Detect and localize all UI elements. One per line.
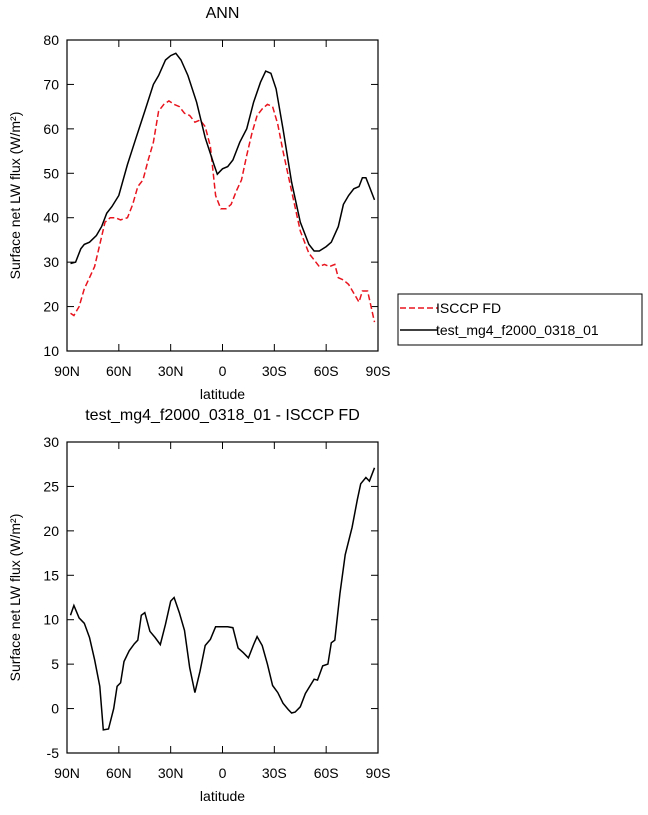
legend-label: ISCCP FD <box>436 300 501 316</box>
x-axis-label: latitude <box>200 386 245 402</box>
y-axis-label: Surface net LW flux (W/m²) <box>7 112 23 280</box>
x-tick-label: 30S <box>262 765 287 781</box>
y-axis-label: Surface net LW flux (W/m²) <box>7 514 23 682</box>
x-tick-label: 90N <box>54 765 80 781</box>
y-tick-label: 0 <box>51 701 59 717</box>
y-tick-label: 20 <box>43 299 59 315</box>
chart-title: ANN <box>206 5 240 22</box>
chart-title: test_mg4_f2000_0318_01 - ISCCP FD <box>85 407 360 424</box>
y-tick-label: 80 <box>43 32 59 48</box>
legend-box <box>397 293 643 346</box>
y-tick-label: 30 <box>43 254 59 270</box>
y-tick-label: 10 <box>43 612 59 628</box>
x-tick-label: 90S <box>366 765 391 781</box>
x-tick-label: 30N <box>158 363 184 379</box>
y-tick-label: 20 <box>43 523 59 539</box>
x-tick-label: 30N <box>158 765 184 781</box>
y-tick-label: 70 <box>43 76 59 92</box>
legend-label: test_mg4_f2000_0318_01 <box>436 322 599 338</box>
y-tick-label: -5 <box>47 745 60 761</box>
x-tick-label: 30S <box>262 363 287 379</box>
x-tick-label: 0 <box>219 363 227 379</box>
x-tick-label: 0 <box>219 765 227 781</box>
y-tick-label: 15 <box>43 567 59 583</box>
y-tick-label: 40 <box>43 210 59 226</box>
y-tick-label: 50 <box>43 165 59 181</box>
x-tick-label: 60S <box>314 363 339 379</box>
y-tick-label: 5 <box>51 656 59 672</box>
plot-frame <box>66 39 379 352</box>
x-tick-label: 90S <box>366 363 391 379</box>
x-tick-label: 90N <box>54 363 80 379</box>
data-line <box>70 99 376 323</box>
x-tick-label: 60N <box>106 765 132 781</box>
x-tick-label: 60N <box>106 363 132 379</box>
y-tick-label: 25 <box>43 478 59 494</box>
data-line <box>70 52 376 265</box>
x-tick-label: 60S <box>314 765 339 781</box>
y-tick-label: 10 <box>43 343 59 359</box>
y-tick-label: 30 <box>43 434 59 450</box>
y-tick-label: 60 <box>43 121 59 137</box>
x-axis-label: latitude <box>200 788 245 804</box>
data-line <box>69 467 376 731</box>
